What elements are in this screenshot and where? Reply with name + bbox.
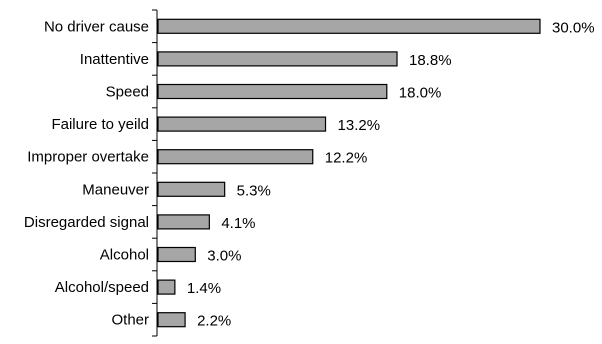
bar-disregarded-signal: [157, 214, 210, 230]
category-label: Alcohol/speed: [55, 279, 149, 296]
data-label: 30.0%: [552, 19, 595, 36]
data-label: 5.3%: [237, 182, 271, 199]
category-label: No driver cause: [44, 18, 149, 35]
data-label: 4.1%: [221, 215, 255, 232]
data-label: 12.2%: [325, 150, 368, 167]
bar-inattentive: [157, 51, 398, 67]
data-label: 18.8%: [409, 52, 452, 69]
data-label: 13.2%: [338, 117, 381, 134]
category-label: Speed: [106, 84, 149, 101]
bar-other: [157, 312, 186, 328]
data-label: 1.4%: [187, 280, 221, 297]
bar-failure-to-yeild: [157, 116, 327, 132]
bar-improper-overtake: [157, 149, 314, 165]
data-label: 2.2%: [197, 313, 231, 330]
category-labels: No driver cause Inattentive Speed Failure t…: [24, 18, 149, 328]
category-label: Other: [111, 312, 149, 329]
bar-no-driver-cause: [157, 18, 541, 34]
value-labels: 30.0% 18.8% 18.0% 13.2% 12.2% 5.3% 4.1% 3.0% 1.4…: [187, 19, 595, 329]
bar-alcohol: [157, 246, 196, 263]
category-label: Inattentive: [80, 51, 149, 68]
category-label: Improper overtake: [27, 149, 149, 166]
category-label: Maneuver: [82, 181, 149, 198]
bar-maneuver: [157, 181, 226, 197]
bar-alcohol-speed: [157, 279, 176, 295]
data-label: 3.0%: [207, 248, 241, 265]
bars-layer: [157, 18, 541, 328]
category-label: Alcohol: [100, 247, 149, 264]
bar-speed: [157, 83, 388, 100]
category-label: Disregarded signal: [24, 214, 149, 231]
category-label: Failure to yeild: [51, 116, 149, 133]
data-label: 18.0%: [399, 85, 442, 102]
y-axis: [152, 9, 158, 337]
